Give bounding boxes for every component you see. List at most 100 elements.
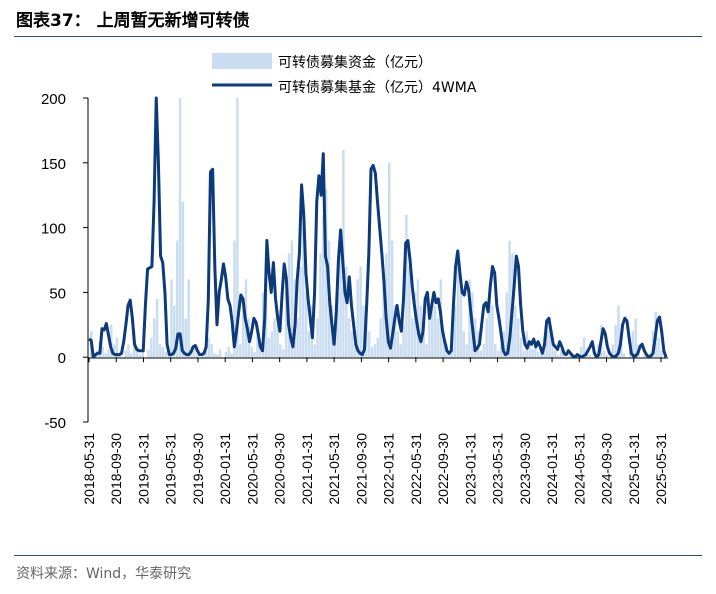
bar — [135, 346, 139, 358]
x-tick-label: 2025-01-31 — [626, 433, 642, 505]
x-tick-label: 2021-09-30 — [353, 433, 369, 505]
bar — [522, 350, 526, 358]
bar — [210, 344, 213, 358]
bar — [336, 292, 339, 358]
bar — [282, 349, 285, 358]
legend: 可转债募集资金（亿元） 可转债募集基金（亿元）4WMA — [212, 53, 477, 96]
bar — [267, 337, 271, 358]
bar — [488, 292, 491, 358]
top-rule — [14, 36, 702, 37]
bar — [170, 279, 173, 358]
bar — [124, 350, 127, 358]
bar — [459, 292, 463, 358]
bar — [101, 346, 104, 358]
bar — [213, 353, 216, 358]
bar — [141, 352, 145, 358]
bar — [428, 318, 431, 358]
line-series-4wma — [88, 96, 668, 359]
bar — [617, 305, 620, 358]
bar — [537, 352, 540, 358]
bar — [413, 292, 417, 358]
bar — [462, 331, 465, 358]
chart-title: 图表37： 上周暂无新增可转债 — [16, 11, 250, 31]
bar — [620, 344, 623, 358]
bar — [115, 337, 119, 358]
x-tick-label: 2022-05-31 — [408, 433, 424, 505]
bar — [112, 344, 116, 358]
legend-bar-swatch — [212, 53, 272, 69]
bar — [307, 331, 311, 358]
bar — [410, 318, 414, 358]
bar — [230, 353, 233, 358]
y-tick-label: 100 — [41, 221, 66, 238]
bar — [468, 279, 471, 358]
bar — [241, 305, 245, 358]
bar — [408, 266, 411, 358]
bar — [416, 279, 420, 358]
bar — [559, 349, 563, 358]
bar — [127, 344, 130, 358]
axes — [87, 98, 668, 422]
bar — [539, 354, 543, 358]
x-tick-label: 2018-05-31 — [81, 433, 97, 505]
bar — [316, 318, 319, 358]
bar — [270, 331, 273, 358]
bar — [224, 352, 228, 358]
bar — [107, 349, 110, 358]
bar — [402, 324, 405, 358]
bar — [516, 318, 520, 358]
x-tick-label: 2022-01-31 — [381, 433, 397, 505]
bar — [259, 344, 262, 358]
y-tick-label: 50 — [49, 285, 66, 302]
x-tick-label: 2020-09-30 — [272, 433, 288, 505]
bar — [474, 318, 477, 358]
bar — [190, 350, 193, 358]
bar — [196, 354, 199, 358]
bar — [657, 337, 660, 358]
bar — [284, 292, 288, 358]
bar — [304, 292, 308, 358]
bar — [554, 350, 557, 358]
x-tick-label: 2023-09-30 — [517, 433, 533, 505]
bar — [227, 346, 230, 358]
bar — [482, 344, 486, 358]
bar — [388, 162, 391, 358]
bar — [138, 354, 142, 358]
bar — [557, 354, 560, 358]
bar — [485, 318, 488, 358]
bar — [390, 240, 394, 358]
bar — [181, 201, 185, 358]
bar — [164, 352, 167, 358]
bar — [218, 349, 222, 358]
legend-line-label: 可转债募集基金（亿元）4WMA — [278, 79, 477, 96]
bar — [175, 240, 179, 358]
bar — [582, 337, 586, 358]
bar — [525, 331, 529, 358]
x-tick-label: 2020-01-31 — [217, 433, 233, 505]
x-tick-label: 2021-01-31 — [299, 433, 315, 505]
bar — [514, 305, 517, 358]
bar — [279, 344, 282, 358]
bar — [562, 353, 566, 358]
bar — [431, 298, 434, 358]
bar — [580, 346, 583, 358]
bar — [631, 331, 635, 358]
x-tick-label: 2023-01-31 — [462, 433, 478, 505]
bar — [494, 344, 497, 358]
bar — [379, 318, 382, 358]
y-tick-label: 0 — [58, 350, 66, 367]
bar — [347, 318, 351, 358]
bar — [204, 349, 208, 358]
bottom-rule — [14, 555, 702, 556]
bar — [173, 305, 176, 358]
x-tick-label: 2025-05-31 — [653, 433, 669, 505]
bar — [104, 353, 107, 358]
source-note: 资料来源：Wind，华泰研究 — [16, 566, 192, 582]
bar — [519, 337, 523, 358]
x-tick-label: 2021-05-31 — [326, 433, 342, 505]
bar — [465, 344, 468, 358]
bar — [425, 344, 428, 358]
x-tick-label: 2019-01-31 — [135, 433, 151, 505]
bar — [273, 318, 276, 358]
bar — [362, 305, 365, 358]
